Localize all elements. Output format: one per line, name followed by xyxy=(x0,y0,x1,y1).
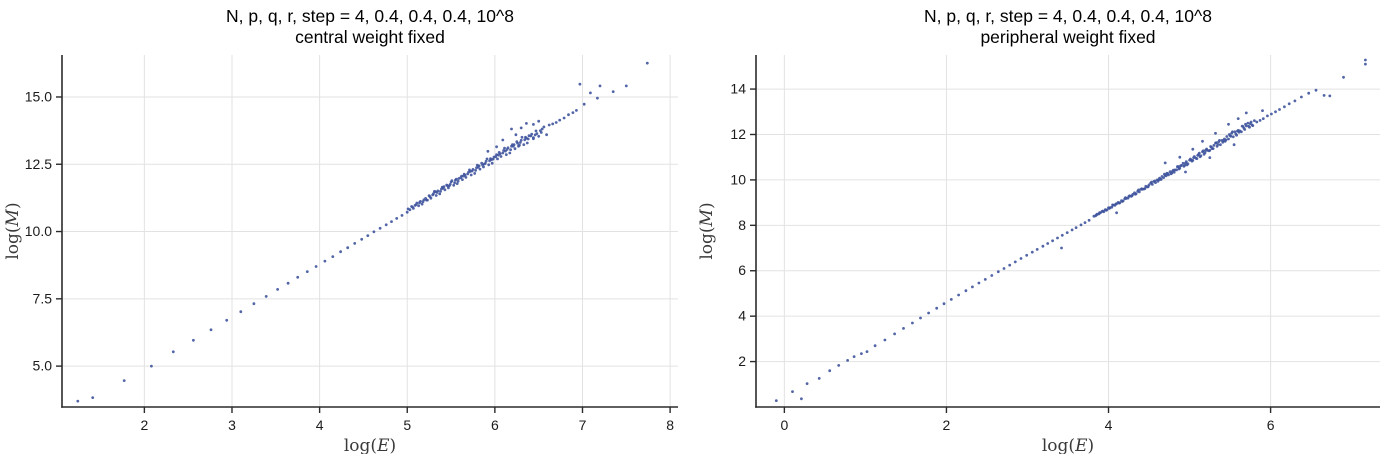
x-tick-label: 2 xyxy=(943,417,951,433)
x-tick-label: 6 xyxy=(491,417,499,433)
x-tick-label: 3 xyxy=(228,417,236,433)
y-tick-label: 4 xyxy=(738,308,746,324)
chart-panel-central: 2 3 4 5 6 7 8 5.0 7.5 10.0 12.5 15.0 log(E) log(M) N,… xyxy=(0,0,692,454)
y-tick-label: 15.0 xyxy=(25,88,52,104)
chart-title: N, p, q, r, step = 4, 0.4, 0.4, 0.4, 10^… xyxy=(226,6,514,26)
y-tick-label: 14 xyxy=(730,81,746,97)
x-tick-label: 8 xyxy=(666,417,674,433)
x-tick-label: 2 xyxy=(140,417,148,433)
x-tick-label: 4 xyxy=(316,417,324,433)
x-axis-label: log(E) xyxy=(1042,436,1094,454)
y-axis-label: log(M) xyxy=(697,202,717,259)
chart-subtitle: central weight fixed xyxy=(295,27,445,47)
y-tick-label: 5.0 xyxy=(33,358,53,374)
x-axis-label: log(E) xyxy=(344,436,396,454)
x-tick-label: 5 xyxy=(403,417,411,433)
x-tick-label: 6 xyxy=(1267,417,1275,433)
x-tick-label: 4 xyxy=(1105,417,1113,433)
x-tick-label: 7 xyxy=(579,417,587,433)
scatter-chart-central-weight: 2 3 4 5 6 7 8 5.0 7.5 10.0 12.5 15.0 log(E) log(M) N,… xyxy=(3,6,678,454)
y-tick-label: 2 xyxy=(738,353,746,369)
chart-panel-peripheral: 0 2 4 6 2 4 6 8 10 12 14 log(E) log(M) N, p, q, r, s… xyxy=(692,0,1385,454)
y-tick-label: 12 xyxy=(730,126,746,142)
y-tick-label: 10.0 xyxy=(25,223,52,239)
chart-title: N, p, q, r, step = 4, 0.4, 0.4, 0.4, 10^… xyxy=(924,6,1212,26)
chart-subtitle: peripheral weight fixed xyxy=(980,27,1155,47)
y-tick-label: 7.5 xyxy=(33,290,53,306)
scatter-points xyxy=(76,61,649,403)
y-tick-label: 12.5 xyxy=(25,156,52,172)
y-tick-label: 6 xyxy=(738,262,746,278)
x-tick-label: 0 xyxy=(780,417,788,433)
scatter-points xyxy=(774,58,1367,402)
y-axis-label: log(M) xyxy=(3,202,23,259)
y-tick-label: 8 xyxy=(738,217,746,233)
y-tick-label: 10 xyxy=(730,171,746,187)
scatter-chart-peripheral-weight: 0 2 4 6 2 4 6 8 10 12 14 log(E) log(M) N, p, q, r, s… xyxy=(697,6,1380,454)
